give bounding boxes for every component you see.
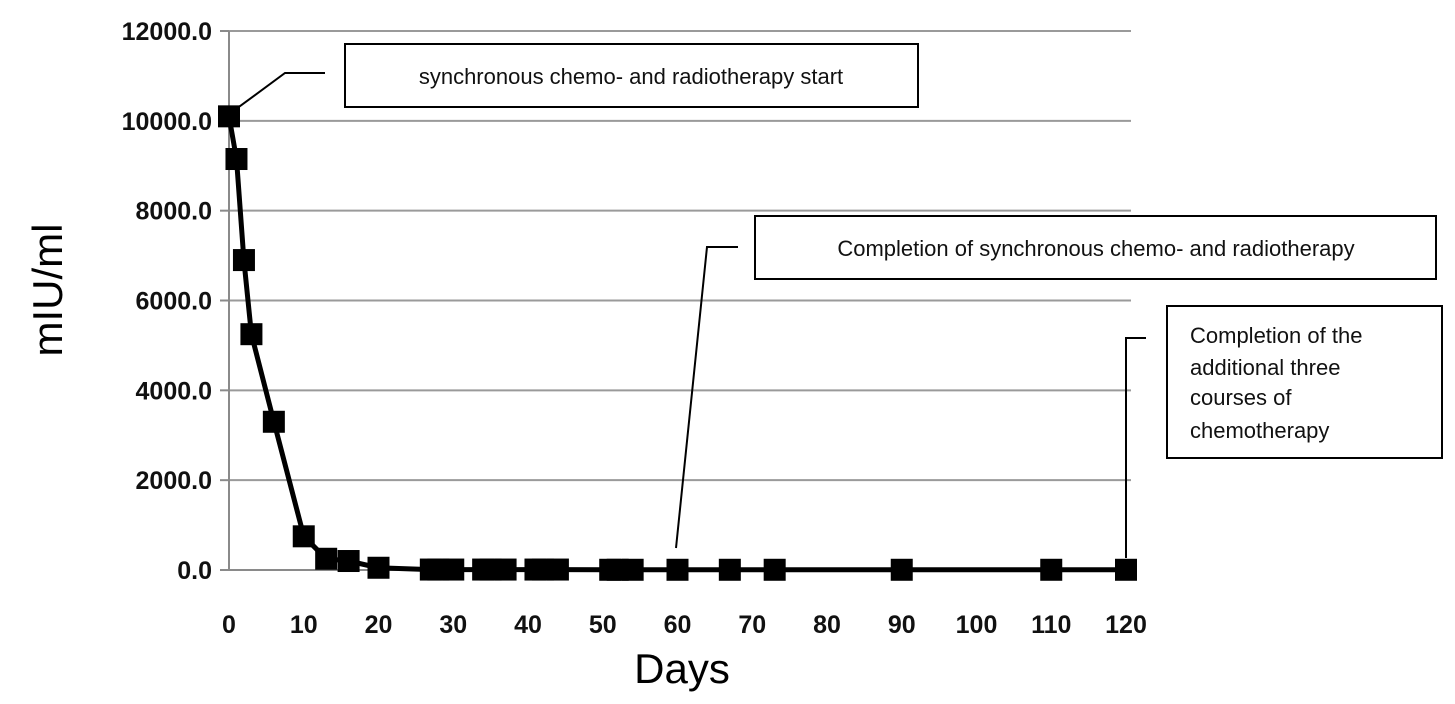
series-line xyxy=(226,115,1126,573)
data-point-marker xyxy=(337,550,360,573)
data-point-marker xyxy=(1040,558,1063,581)
x-tick-label: 10 xyxy=(290,611,318,639)
data-point-marker xyxy=(494,558,517,581)
x-tick-label: 20 xyxy=(365,611,393,639)
y-tick-label: 0.0 xyxy=(177,557,212,585)
annotation-leader-line xyxy=(675,246,738,549)
y-axis-ticks: 0.0 2000.0 4000.0 6000.0 8000.0 10000.0 12000.… xyxy=(122,18,212,585)
data-point-marker xyxy=(225,148,248,171)
annotation-text: courses of xyxy=(1190,385,1292,410)
x-tick-label: 100 xyxy=(956,611,998,639)
x-tick-label: 0 xyxy=(222,611,236,639)
annotation-box xyxy=(344,43,919,108)
data-point-marker xyxy=(442,558,465,581)
data-point-marker xyxy=(262,410,285,433)
y-tick-label: 8000.0 xyxy=(136,198,212,226)
annotation-leader-line xyxy=(236,72,325,110)
data-point-marker xyxy=(367,556,390,579)
annotation-box xyxy=(754,215,1437,280)
x-tick-label: 110 xyxy=(1031,611,1071,639)
data-point-marker xyxy=(666,558,689,581)
y-tick-label: 2000.0 xyxy=(136,467,212,495)
data-point-marker xyxy=(1115,558,1137,581)
x-tick-label: 60 xyxy=(664,611,692,639)
x-tick-label: 80 xyxy=(813,611,841,639)
grid-lines xyxy=(229,30,1131,482)
x-tick-label: 50 xyxy=(589,611,617,639)
data-point-marker xyxy=(546,558,569,581)
y-tick-label: 6000.0 xyxy=(136,288,212,316)
annotation-text: chemotherapy xyxy=(1190,418,1329,443)
y-axis-title: mIU/ml xyxy=(24,224,71,357)
x-tick-label: 40 xyxy=(514,611,542,639)
annotation-leader-line xyxy=(1125,337,1146,558)
x-axis-ticks: 0 10 20 30 40 50 60 70 80 90 100 110 120 xyxy=(222,611,1147,639)
data-point-marker xyxy=(232,249,255,272)
data-point-marker xyxy=(763,558,786,581)
annotations: synchronous chemo- and radiotherapy star… xyxy=(236,43,1443,558)
annotation-text: synchronous chemo- and radiotherapy star… xyxy=(419,64,843,89)
x-tick-label: 30 xyxy=(439,611,467,639)
x-tick-label: 70 xyxy=(738,611,766,639)
annotation-text: Completion of synchronous chemo- and rad… xyxy=(837,236,1354,261)
series-line-path xyxy=(226,115,1126,573)
y-tick-label: 12000.0 xyxy=(122,18,212,46)
y-tick-label: 10000.0 xyxy=(122,108,212,136)
data-point-marker xyxy=(218,105,240,128)
data-point-marker xyxy=(718,558,741,581)
data-point-marker xyxy=(292,525,315,548)
x-tick-label: 120 xyxy=(1105,611,1147,639)
data-point-marker xyxy=(240,323,263,346)
data-point-marker xyxy=(621,558,644,581)
x-tick-label: 90 xyxy=(888,611,916,639)
x-axis-title: Days xyxy=(634,645,730,692)
annotation-box xyxy=(1166,305,1443,459)
annotation-text: additional three xyxy=(1190,355,1340,380)
y-tick-label: 4000.0 xyxy=(136,377,212,405)
data-point-marker xyxy=(890,558,913,581)
data-point-marker xyxy=(315,547,338,570)
annotation-text: Completion of the xyxy=(1190,323,1362,348)
data-markers xyxy=(218,105,1137,581)
